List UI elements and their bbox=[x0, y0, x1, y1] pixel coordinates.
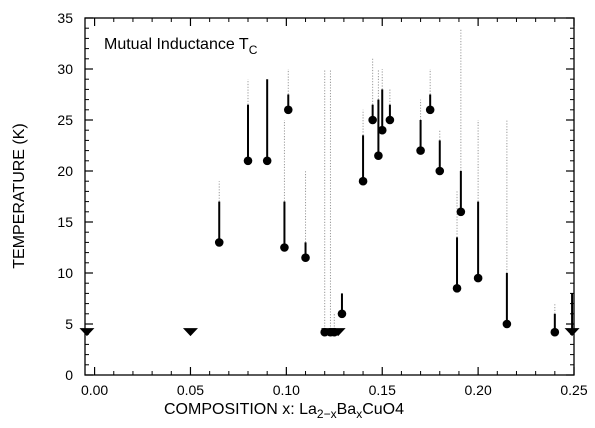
y-tick-label: 30 bbox=[57, 61, 73, 77]
x-tick-label: 0.00 bbox=[81, 382, 108, 398]
x-axis-title-formula-part: Ba bbox=[337, 401, 357, 418]
x-tick-label: 0.20 bbox=[464, 382, 491, 398]
data-point-circle bbox=[453, 284, 462, 293]
x-tick-label: 0.10 bbox=[273, 382, 300, 398]
data-point-circle bbox=[280, 243, 289, 252]
y-tick-label: 35 bbox=[57, 10, 73, 26]
data-point-triangle bbox=[79, 328, 94, 336]
x-tick-label: 0.15 bbox=[369, 382, 396, 398]
data-point-circle bbox=[244, 157, 253, 166]
y-tick-label: 20 bbox=[57, 163, 73, 179]
x-axis-title-prefix: COMPOSITION x: bbox=[164, 401, 299, 418]
data-point-circle bbox=[378, 126, 387, 135]
data-point-circle bbox=[284, 106, 293, 115]
data-point-circle bbox=[215, 238, 224, 247]
data-point-circle bbox=[551, 328, 560, 337]
data-point-circle bbox=[474, 274, 483, 283]
data-point-circle bbox=[374, 151, 383, 160]
data-point-circle bbox=[368, 116, 377, 125]
axis-ticks bbox=[85, 18, 574, 375]
x-tick-label: 0.25 bbox=[560, 382, 587, 398]
data-point-circle bbox=[386, 116, 395, 125]
data-point-circle bbox=[301, 253, 310, 262]
y-tick-label: 25 bbox=[57, 112, 73, 128]
x-axis-title-formula-part: 4 bbox=[395, 401, 404, 418]
data-point-circle bbox=[263, 157, 272, 166]
data-point-circle bbox=[416, 146, 425, 155]
y-tick-label: 15 bbox=[57, 214, 73, 230]
data-point-circle bbox=[503, 320, 512, 329]
x-axis-title-formula-part: CuO bbox=[362, 401, 395, 418]
annotation-text: Mutual Inductance TC bbox=[104, 36, 258, 57]
tick-labels: 0.00 0.05 0.10 0.15 0.20 0.25 0 5 10 15 20 25 30 35 bbox=[57, 10, 587, 398]
x-axis-title: COMPOSITION x: La2−xBaxCuO4 bbox=[164, 401, 404, 421]
x-tick-label: 0.05 bbox=[177, 382, 204, 398]
y-axis-title: TEMPERATURE (K) bbox=[11, 123, 28, 268]
x-axis-title-formula-part: 2−x bbox=[317, 407, 337, 421]
data-point-circle bbox=[435, 167, 444, 176]
x-axis-title-formula-part: La bbox=[299, 401, 317, 418]
y-tick-label: 0 bbox=[65, 367, 73, 383]
y-tick-label: 10 bbox=[57, 265, 73, 281]
data-point-circle bbox=[457, 208, 466, 217]
data-markers bbox=[79, 106, 579, 337]
data-point-triangle bbox=[183, 328, 198, 336]
data-point-circle bbox=[426, 106, 435, 115]
y-tick-label: 5 bbox=[65, 316, 73, 332]
temperature-range-bars bbox=[219, 28, 572, 332]
data-point-circle bbox=[359, 177, 368, 186]
data-point-triangle bbox=[565, 328, 580, 336]
plot-frame bbox=[85, 18, 574, 375]
data-point-circle bbox=[338, 310, 347, 319]
